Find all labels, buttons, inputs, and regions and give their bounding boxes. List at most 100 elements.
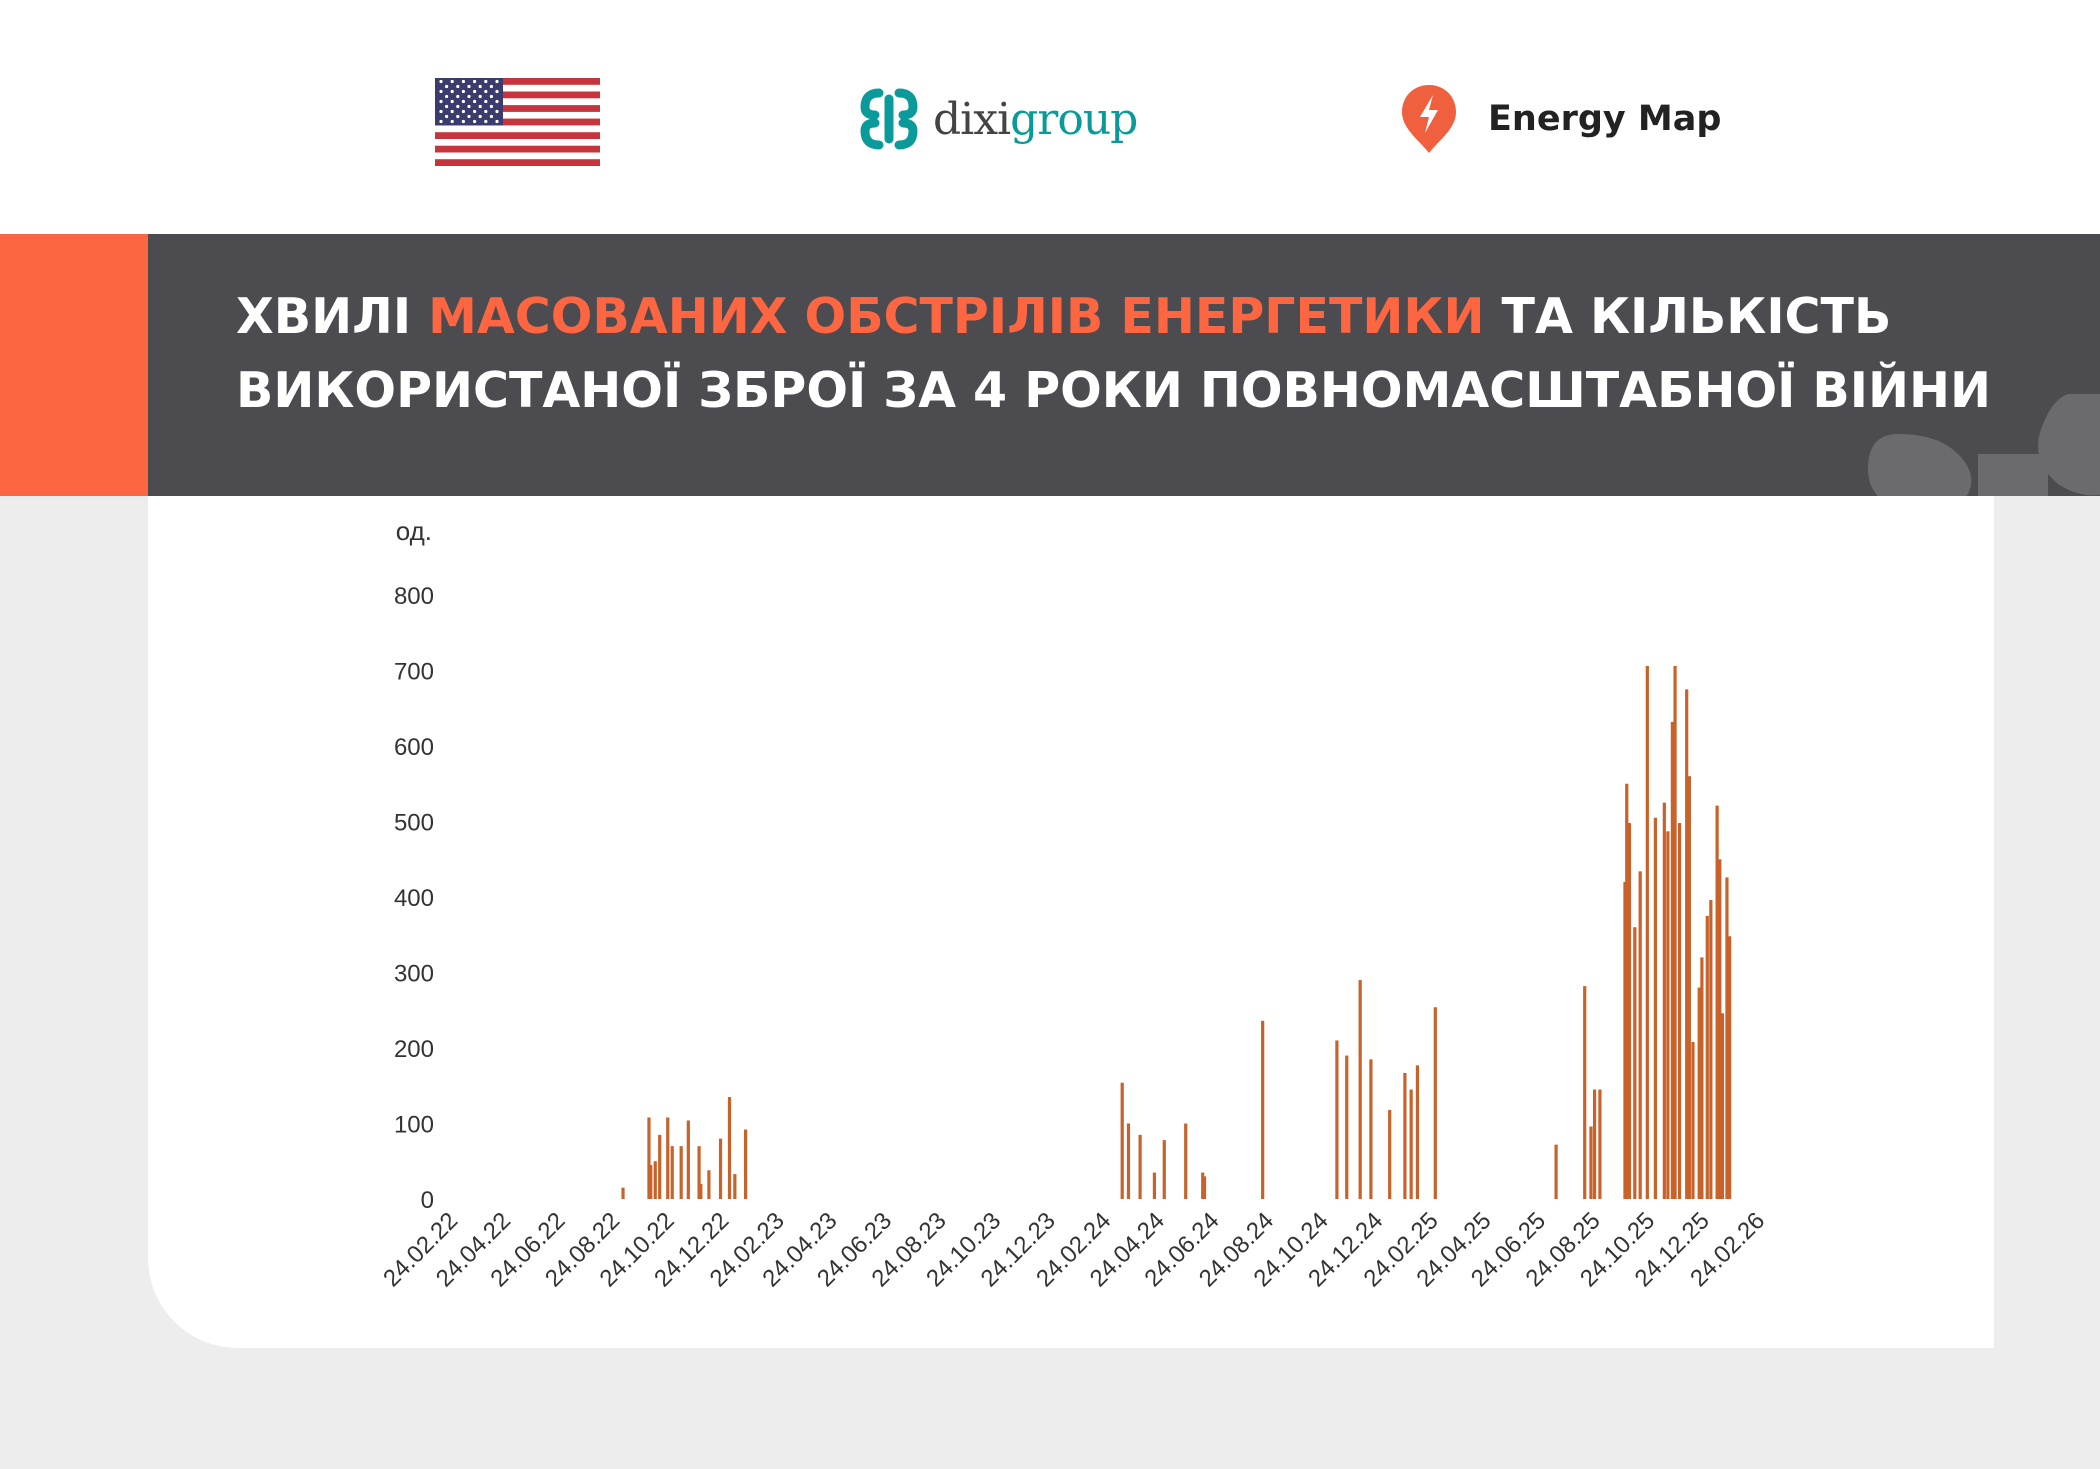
bar (1369, 1059, 1373, 1199)
flag-star (461, 79, 465, 84)
flag-star (478, 94, 482, 99)
flag-star (484, 79, 488, 84)
bar (1666, 831, 1670, 1199)
dixigroup-text-b: group (1010, 93, 1138, 145)
flag-star (439, 119, 443, 124)
flag-star (450, 119, 454, 124)
flag-star (467, 114, 471, 119)
bar (1598, 1089, 1602, 1199)
y-tick-label: 700 (394, 659, 434, 686)
flag-star (478, 114, 482, 119)
flag-star (439, 89, 443, 94)
bar (1725, 877, 1729, 1199)
bar (1138, 1134, 1142, 1199)
flag-star (439, 109, 443, 114)
flag-star (495, 109, 499, 114)
flag-star (473, 119, 477, 124)
dixigroup-text-a: dixi (933, 93, 1011, 145)
flag-star (473, 89, 477, 94)
flag-star (445, 84, 449, 89)
dixigroup-logo: dixigroup (855, 82, 1138, 156)
flag-star (489, 114, 493, 119)
bar (1709, 900, 1713, 1199)
y-tick-label: 300 (394, 961, 434, 988)
bar (1662, 802, 1666, 1199)
bar (1120, 1082, 1124, 1199)
bar (649, 1165, 653, 1199)
bar (718, 1138, 723, 1199)
bar (1162, 1140, 1166, 1199)
bar (1670, 721, 1674, 1199)
flag-star (461, 109, 465, 114)
y-tick-label: 400 (394, 885, 434, 912)
flag-star (445, 104, 449, 109)
bar (647, 1117, 651, 1199)
flag-star (473, 79, 477, 84)
flag-star (439, 99, 443, 104)
bars (621, 665, 1732, 1199)
bar (1633, 927, 1637, 1199)
bar (621, 1187, 625, 1199)
dixigroup-watermark-icon (1868, 394, 2100, 496)
flag-star (478, 104, 482, 109)
title-line-2: ВИКОРИСТАНОЇ ЗБРОЇ ЗА 4 РОКИ ПОВНОМАСШТА… (236, 362, 1992, 419)
bar (1728, 936, 1732, 1199)
bar (653, 1161, 657, 1199)
bar (1705, 915, 1709, 1199)
bar (1409, 1089, 1413, 1199)
bar (1700, 957, 1704, 1199)
bar (697, 1146, 701, 1199)
title-part-2: ТА КІЛЬКІСТЬ (1484, 288, 1892, 345)
bar (1403, 1072, 1407, 1199)
flag-star (484, 89, 488, 94)
bar (1335, 1040, 1339, 1199)
flag-star (484, 99, 488, 104)
bar (1202, 1176, 1207, 1199)
energy-map-text: Energy Map (1488, 99, 1722, 139)
bar (670, 1146, 674, 1199)
title-banner (148, 234, 2100, 496)
title-part-1: ХВИЛІ (236, 288, 429, 345)
bar (679, 1146, 683, 1199)
bar (1673, 665, 1677, 1199)
y-tick-label: 0 (421, 1187, 434, 1214)
y-tick-label: 200 (394, 1036, 434, 1063)
y-tick-label: 100 (394, 1112, 434, 1139)
flag-star (450, 79, 454, 84)
bar (1126, 1123, 1131, 1199)
bar (707, 1170, 711, 1199)
bar (1345, 1055, 1349, 1199)
bar (1691, 1041, 1695, 1199)
flag-star (478, 84, 482, 89)
bar (1715, 805, 1719, 1199)
flag-star (450, 99, 454, 104)
bar (1720, 1013, 1725, 1199)
bar (1358, 980, 1362, 1199)
page-title: ХВИЛІ МАСОВАНИХ ОБСТРІЛІВ ЕНЕРГЕТИКИ ТА … (236, 280, 1996, 428)
flag-star (473, 99, 477, 104)
dixigroup-mark-icon (860, 88, 918, 150)
flag-star (489, 84, 493, 89)
bar (1718, 859, 1722, 1199)
y-axis-label: од. (396, 516, 432, 546)
flag-star (445, 94, 449, 99)
bar (1677, 823, 1682, 1199)
bar (1184, 1123, 1188, 1199)
bar (1415, 1065, 1420, 1199)
flag-star (467, 94, 471, 99)
bar (1152, 1172, 1157, 1199)
location-pin-bolt-icon (1402, 85, 1456, 153)
flag-star (489, 104, 493, 109)
bar (658, 1134, 662, 1199)
flag-star (495, 89, 499, 94)
banner-accent-strip (0, 234, 148, 496)
bar (686, 1120, 690, 1199)
bar (1261, 1020, 1265, 1199)
bar (733, 1174, 737, 1199)
bar (1589, 1126, 1593, 1199)
flag-star (467, 104, 471, 109)
bar (1433, 1007, 1437, 1199)
flag-star (495, 119, 499, 124)
flag-star (467, 84, 471, 89)
flag-star (489, 94, 493, 99)
